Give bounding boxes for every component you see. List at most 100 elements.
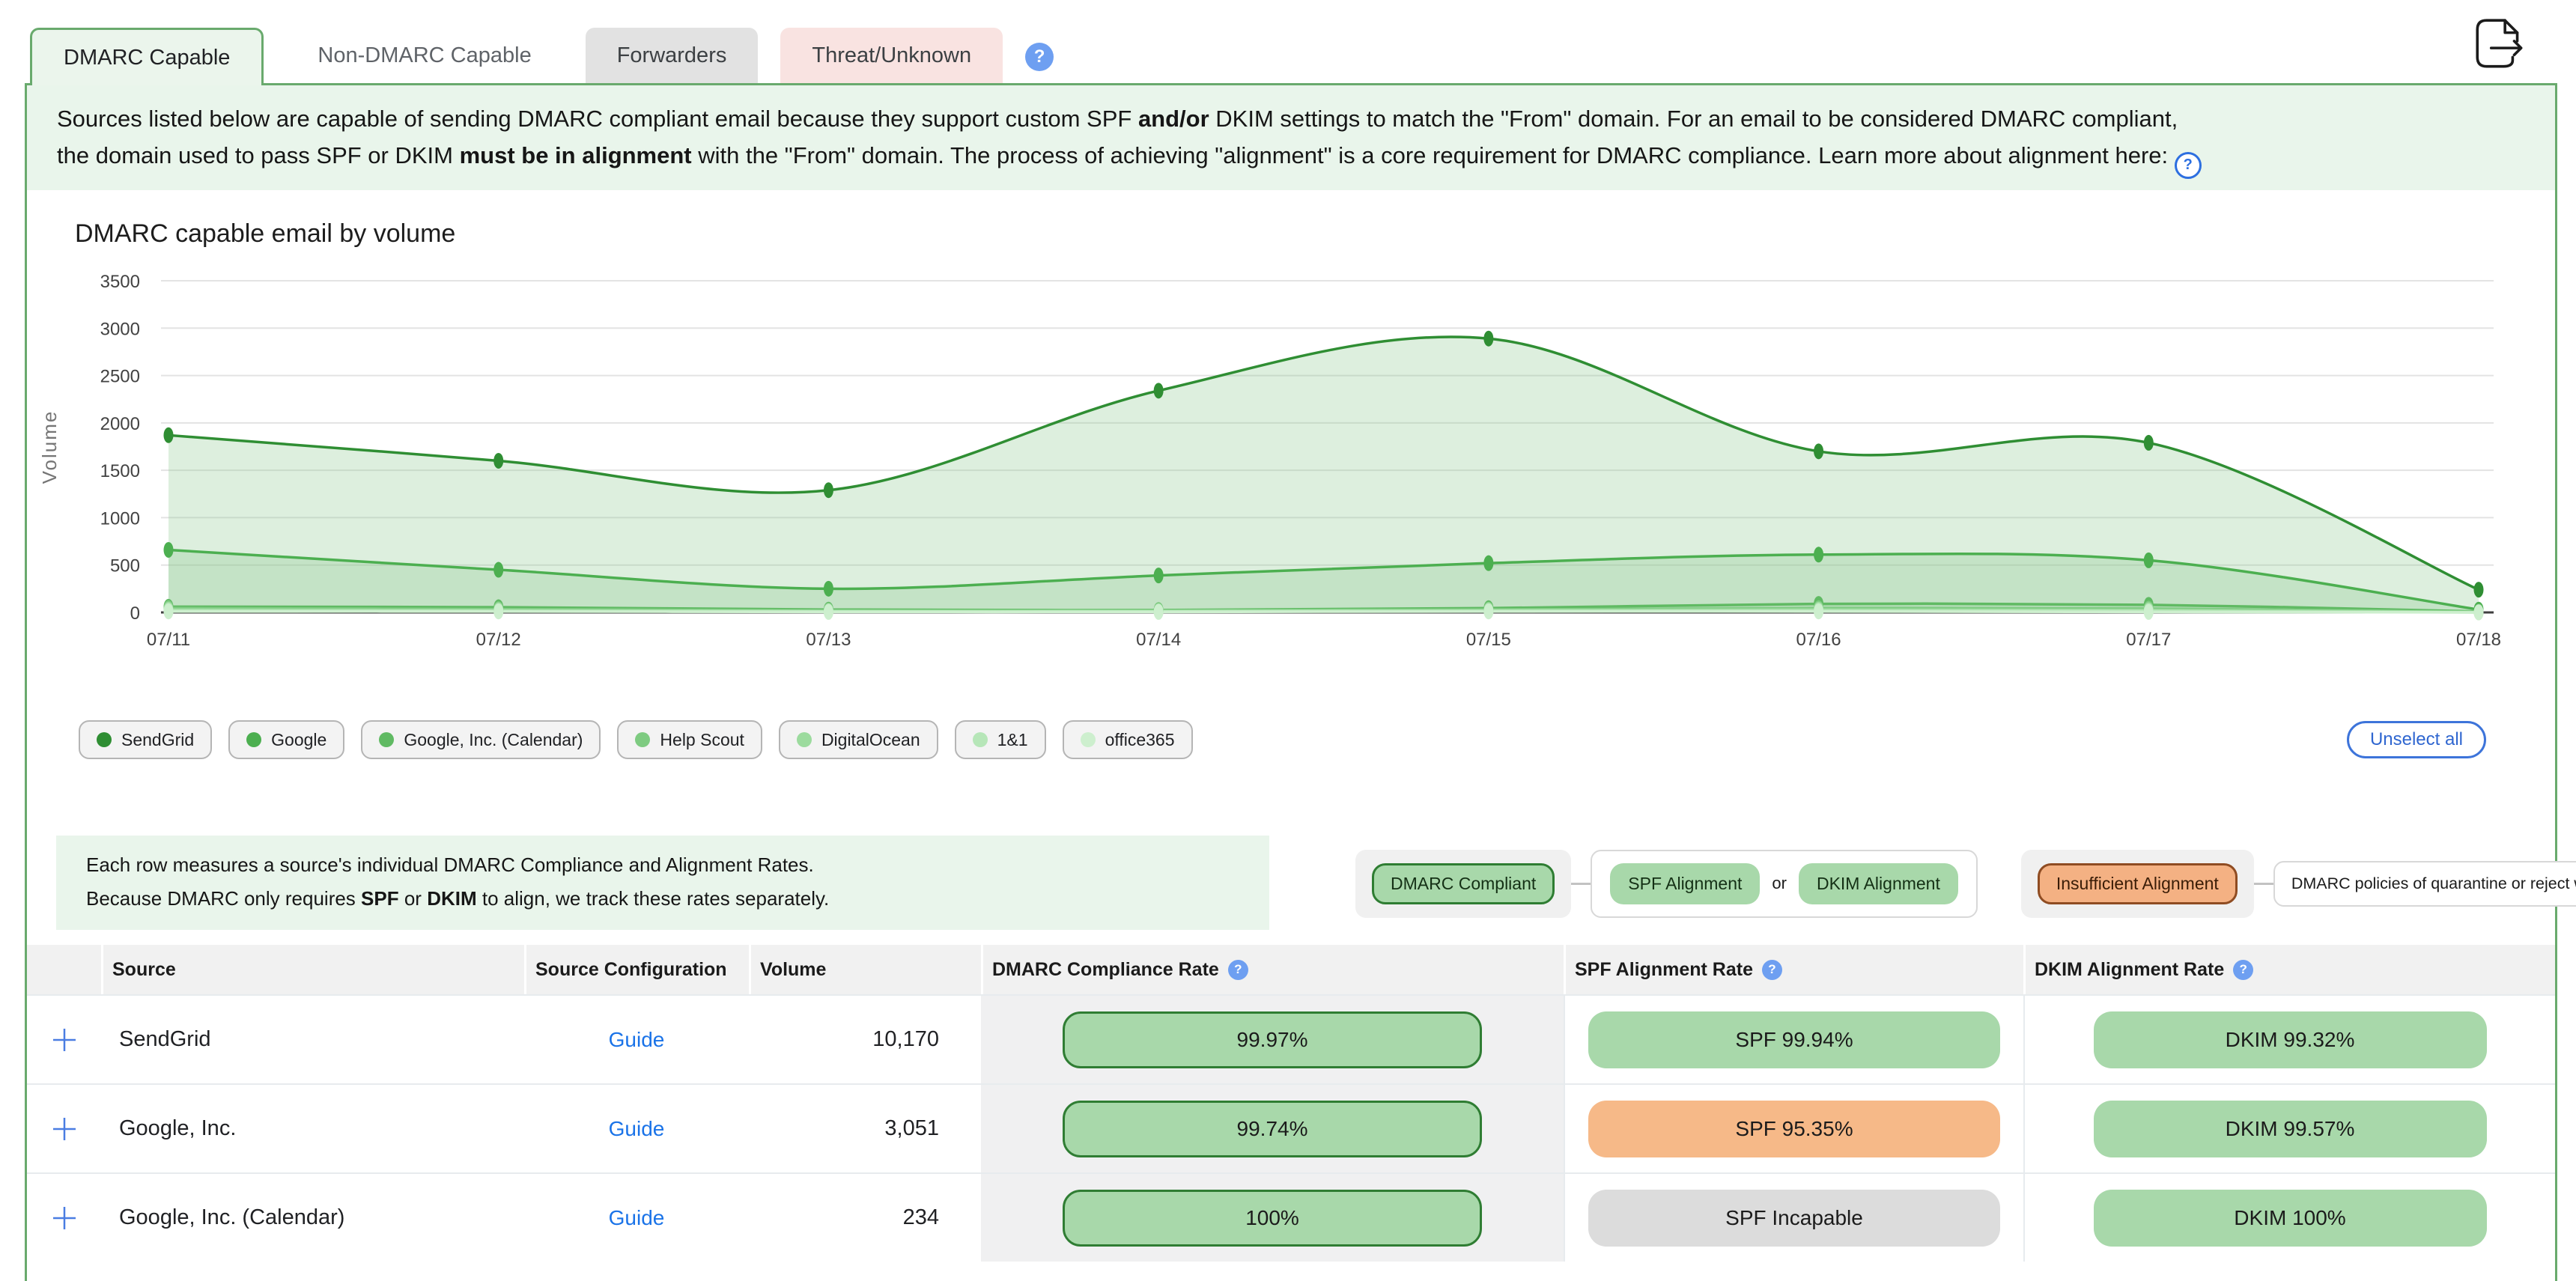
description-line: Sources listed below are capable of send… bbox=[57, 100, 2555, 137]
series-color-dot bbox=[379, 732, 395, 747]
info-line: Each row measures a source's individual … bbox=[86, 848, 1247, 882]
chart-title: DMARC capable email by volume bbox=[75, 219, 456, 248]
svg-text:07/12: 07/12 bbox=[476, 630, 521, 650]
source-name: Google, Inc. bbox=[119, 1116, 237, 1140]
legend-chip-google-inc-calendar[interactable]: Google, Inc. (Calendar) bbox=[361, 720, 601, 759]
chip-label: 1&1 bbox=[997, 729, 1028, 749]
description-banner: Sources listed below are capable of send… bbox=[27, 85, 2555, 190]
unselect-all-button[interactable]: Unselect all bbox=[2346, 721, 2486, 758]
svg-text:1500: 1500 bbox=[100, 461, 140, 481]
expand-cell bbox=[27, 996, 101, 1083]
export-button[interactable] bbox=[2470, 13, 2531, 75]
volume-value: 234 bbox=[902, 1205, 939, 1229]
info-line: Because DMARC only requires SPF or DKIM … bbox=[86, 882, 1247, 916]
text-segment: to align, we track these rates separatel… bbox=[476, 887, 830, 910]
source-name: Google, Inc. (Calendar) bbox=[119, 1205, 345, 1229]
dkim-cell: DKIM 100% bbox=[2023, 1174, 2555, 1262]
help-icon[interactable]: ? bbox=[1227, 959, 1248, 980]
text-segment: Sources listed below are capable of send… bbox=[57, 106, 1138, 132]
badge-legend: DMARC Compliant SPF Alignment or DKIM Align… bbox=[1355, 842, 2576, 925]
expand-row-button[interactable] bbox=[51, 1205, 78, 1232]
dkim-alignment-badge: DKIM 99.57% bbox=[2093, 1100, 2487, 1157]
badge-insufficient-alignment: Insufficient Alignment bbox=[2037, 862, 2238, 904]
expand-cell bbox=[27, 1174, 101, 1262]
legend-chip-digitalocean[interactable]: DigitalOcean bbox=[778, 720, 938, 759]
series-color-dot bbox=[972, 732, 988, 747]
spf-cell: SPF Incapable bbox=[1564, 1174, 2023, 1262]
header-label: DMARC Compliance Rate bbox=[992, 958, 1219, 980]
dkim-cell: DKIM 99.57% bbox=[2023, 1085, 2555, 1172]
svg-text:07/18: 07/18 bbox=[2456, 630, 2501, 650]
header-label: Source Configuration bbox=[535, 958, 727, 980]
spf-cell: SPF 95.35% bbox=[1564, 1085, 2023, 1172]
help-icon[interactable]: ? bbox=[1762, 959, 1782, 980]
legend-chip-help-scout[interactable]: Help Scout bbox=[617, 720, 762, 759]
spf-alignment-badge: SPF 95.35% bbox=[1588, 1100, 2000, 1157]
expand-row-button[interactable] bbox=[51, 1026, 78, 1053]
header-label: SPF Alignment Rate bbox=[1575, 958, 1753, 980]
compliance-rate-badge: 99.74% bbox=[1063, 1100, 1482, 1157]
compliance-rate-badge: 100% bbox=[1063, 1189, 1482, 1247]
spf-alignment-badge: SPF Incapable bbox=[1588, 1189, 2000, 1247]
header-spf-alignment-rate: SPF Alignment Rate? bbox=[1564, 945, 2023, 994]
text-segment: must be in alignment bbox=[459, 142, 692, 168]
export-file-icon bbox=[2476, 19, 2523, 68]
chip-label: Google bbox=[271, 729, 327, 749]
help-icon[interactable]: ? bbox=[2233, 959, 2254, 980]
legend-card-policy-note: DMARC policies of quarantine or reject w… bbox=[2273, 860, 2576, 907]
svg-text:07/11: 07/11 bbox=[147, 630, 190, 650]
svg-text:500: 500 bbox=[110, 556, 140, 576]
config-cell: Guide bbox=[524, 1117, 749, 1141]
chip-label: office365 bbox=[1105, 729, 1175, 749]
guide-link[interactable]: Guide bbox=[608, 1027, 665, 1051]
config-cell: Guide bbox=[524, 1206, 749, 1230]
series-color-dot bbox=[635, 732, 651, 747]
help-icon[interactable]: ? bbox=[1025, 42, 1054, 71]
tab-dmarc-capable[interactable]: DMARC Capable bbox=[30, 28, 264, 85]
series-color-dot bbox=[796, 732, 812, 747]
help-icon[interactable]: ? bbox=[2174, 151, 2202, 179]
tab-forwarders[interactable]: Forwarders bbox=[585, 28, 759, 83]
svg-text:0: 0 bbox=[130, 603, 140, 624]
badge-dkim-alignment: DKIM Alignment bbox=[1798, 862, 1958, 904]
chip-label: Google, Inc. (Calendar) bbox=[404, 729, 583, 749]
guide-link[interactable]: Guide bbox=[608, 1116, 665, 1140]
plus-icon bbox=[52, 1117, 76, 1140]
text-segment: Each row measures a source's individual … bbox=[86, 854, 814, 876]
text-segment: and/or bbox=[1137, 106, 1209, 132]
header-label: Source bbox=[112, 958, 176, 980]
spf-cell: SPF 99.94% bbox=[1564, 996, 2023, 1083]
expand-row-button[interactable] bbox=[51, 1116, 78, 1142]
volume-area-chart: 3500 3000 2500 2000 1500 1000 500 0 07/11 07/12 07… bbox=[38, 272, 2501, 650]
legend-chip-1-1[interactable]: 1&1 bbox=[954, 720, 1046, 759]
header-label: DKIM Alignment Rate bbox=[2035, 958, 2225, 980]
svg-text:1000: 1000 bbox=[100, 508, 140, 529]
legend-chip-google[interactable]: Google bbox=[228, 720, 345, 759]
legend-card-dmarc-compliant: DMARC Compliant bbox=[1355, 849, 1572, 918]
tab-threat-unknown[interactable]: Threat/Unknown bbox=[780, 28, 1003, 83]
table-body: SendGrid Guide 10,170 99.97% SPF 99.94% DKIM … bbox=[27, 994, 2555, 1262]
table-row: Google, Inc. Guide 3,051 99.74% SPF 95.35% DK… bbox=[27, 1083, 2555, 1172]
chip-label: DigitalOcean bbox=[821, 729, 920, 749]
compliance-rate-badge: 99.97% bbox=[1063, 1011, 1482, 1068]
compliance-cell: 99.97% bbox=[981, 996, 1564, 1083]
series-color-dot bbox=[246, 732, 262, 747]
series-legend: SendGrid Google Google, Inc. (Calendar) Hel… bbox=[79, 720, 1193, 759]
text-segment: or bbox=[398, 887, 428, 910]
header-label: Volume bbox=[760, 958, 827, 980]
text-segment: the domain used to pass SPF or DKIM bbox=[57, 142, 460, 168]
svg-text:07/15: 07/15 bbox=[1466, 630, 1511, 650]
text-segment: DKIM bbox=[427, 887, 477, 910]
legend-chip-sendgrid[interactable]: SendGrid bbox=[79, 720, 213, 759]
svg-text:07/17: 07/17 bbox=[2126, 630, 2171, 650]
spf-alignment-badge: SPF 99.94% bbox=[1588, 1011, 2000, 1068]
svg-text:3000: 3000 bbox=[100, 319, 140, 339]
dkim-cell: DKIM 99.32% bbox=[2023, 996, 2555, 1083]
header-source: Source bbox=[101, 945, 524, 994]
tab-non-dmarc-capable[interactable]: Non-DMARC Capable bbox=[318, 43, 532, 67]
table-info-box: Each row measures a source's individual … bbox=[56, 836, 1269, 930]
svg-text:2500: 2500 bbox=[100, 367, 140, 387]
legend-chip-office365[interactable]: office365 bbox=[1062, 720, 1193, 759]
header-dmarc-compliance-rate: DMARC Compliance Rate? bbox=[981, 945, 1564, 994]
guide-link[interactable]: Guide bbox=[608, 1205, 665, 1229]
